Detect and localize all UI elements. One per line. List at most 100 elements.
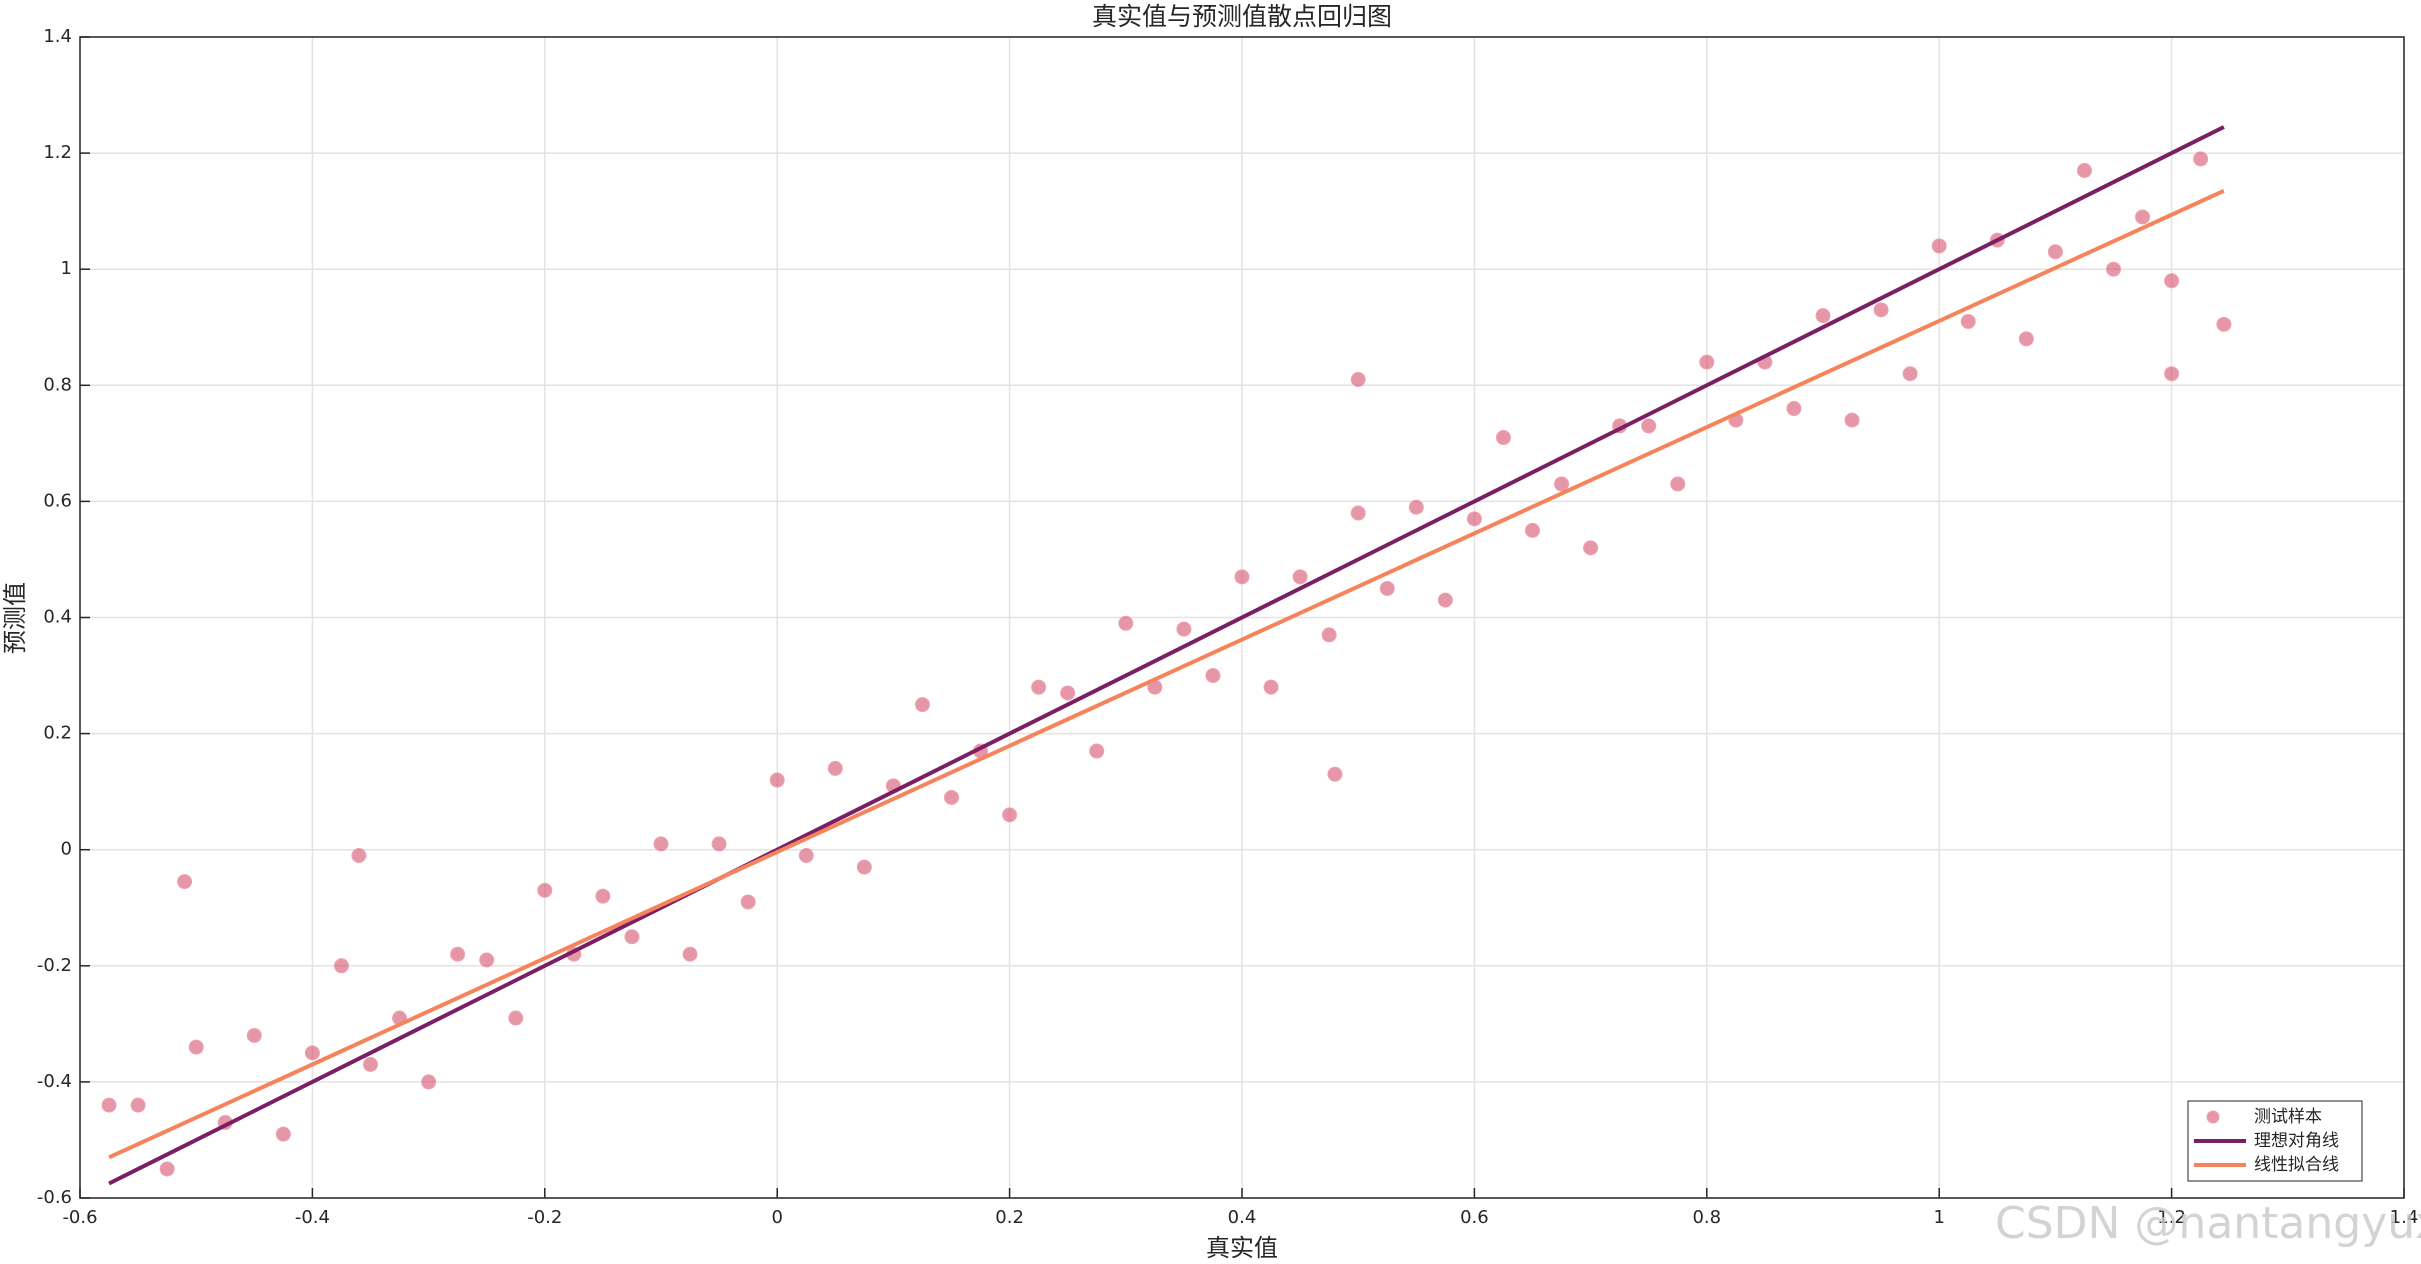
scatter-point [537, 882, 553, 898]
scatter-point [711, 836, 727, 852]
scatter-point [351, 848, 367, 864]
scatter-point [421, 1074, 437, 1090]
scatter-point [479, 952, 495, 968]
y-tick-label: 0.2 [43, 723, 72, 744]
line [108, 125, 2225, 1186]
watermark: CSDN @nantangyuxi [1995, 1198, 2421, 1249]
scatter-point [101, 1097, 117, 1113]
legend-label: 测试样本 [2254, 1107, 2322, 1127]
scatter-point [450, 946, 466, 962]
scatter-point [275, 1126, 291, 1142]
y-tick-label: 1 [61, 258, 72, 279]
scatter-point [1786, 401, 1802, 417]
x-tick-label: 0.2 [995, 1207, 1024, 1228]
scatter-point [2076, 163, 2092, 179]
y-tick-label: -0.2 [37, 955, 72, 976]
scatter-point [1089, 743, 1105, 759]
y-tick-label: 1.2 [43, 142, 72, 163]
scatter-point [2193, 151, 2209, 167]
scatter-point [1321, 627, 1337, 643]
scatter-point [1960, 313, 1976, 329]
legend-label: 线性拟合线 [2254, 1155, 2339, 1175]
scatter-point [1205, 668, 1221, 684]
legend-symbol [2206, 1110, 2220, 1124]
x-tick-label: 1.2 [2157, 1207, 2186, 1228]
scatter-point [177, 874, 193, 890]
y-tick-label: 0 [61, 839, 72, 860]
scatter-point [1670, 476, 1686, 492]
scatter-point [944, 789, 959, 805]
scatter-point [2164, 273, 2180, 289]
x-tick-label: 0 [771, 1207, 782, 1228]
scatter-point [1495, 430, 1511, 446]
scatter-point [1350, 505, 1366, 521]
scatter-point [508, 1010, 524, 1026]
scatter-point [363, 1056, 378, 1072]
scatter-point [1379, 580, 1395, 596]
scatter-point [1583, 540, 1599, 556]
scatter-point [1176, 621, 1192, 637]
scatter-point [1263, 679, 1279, 695]
scatter-point [159, 1161, 175, 1177]
y-tick-label: 0.4 [43, 607, 72, 628]
scatter-point [1031, 679, 1047, 695]
x-tick-label: -0.4 [295, 1207, 330, 1228]
scatter-point [624, 929, 640, 945]
scatter-point [1002, 807, 1018, 823]
scatter-point [827, 760, 843, 776]
scatter-point [2164, 366, 2180, 382]
y-tick-label: 1.4 [43, 26, 72, 47]
scatter-point [1060, 685, 1076, 701]
axes-frame [79, 36, 2405, 1199]
scatter-point [1234, 569, 1250, 585]
scatter-point [1525, 522, 1540, 538]
scatter-point [1350, 371, 1366, 387]
y-tick-label: -0.4 [37, 1071, 72, 1092]
x-tick-label: 1 [1933, 1207, 1944, 1228]
scatter-point [333, 958, 349, 974]
scatter-point [1437, 592, 1453, 608]
scatter-point [1466, 511, 1482, 527]
scatter-point [653, 836, 669, 852]
scatter-point [304, 1045, 320, 1061]
scatter-point [1641, 418, 1657, 434]
x-tick-label: 0.6 [1460, 1207, 1489, 1228]
scatter-point [682, 946, 698, 962]
x-tick-label: -0.2 [527, 1207, 562, 1228]
scatter-point [2047, 244, 2063, 260]
scatter-point [595, 888, 611, 904]
scatter-point [2135, 209, 2151, 225]
scatter-point [130, 1097, 146, 1113]
legend-label: 理想对角线 [2254, 1131, 2339, 1151]
x-tick-label: 0.4 [1228, 1207, 1257, 1228]
scatter-point [1815, 308, 1831, 324]
scatter-point [1844, 412, 1860, 428]
scatter-point [1408, 499, 1424, 515]
chart-title: 真实值与预测值散点回归图 [1092, 2, 1392, 31]
scatter-point [1931, 238, 1947, 254]
scatter-point [2106, 261, 2121, 277]
scatter-point [1292, 569, 1308, 585]
scatter-point [1327, 766, 1343, 782]
x-tick-label: 1.4 [2390, 1207, 2419, 1228]
y-tick-label: -0.6 [37, 1187, 72, 1208]
scatter-point [856, 859, 872, 875]
line [108, 189, 2225, 1160]
scatter-point [798, 848, 814, 864]
y-tick-label: 0.8 [43, 374, 72, 395]
x-axis-label: 真实值 [1206, 1234, 1278, 1262]
scatter-point [914, 697, 930, 713]
scatter-point [1118, 615, 1134, 631]
scatter-point [246, 1027, 262, 1043]
scatter-point [740, 894, 756, 910]
x-tick-label: -0.6 [62, 1207, 97, 1228]
scatter-point [188, 1039, 204, 1055]
scatter-point [2216, 316, 2232, 332]
scatter-point [1873, 302, 1889, 318]
scatter-point [1554, 476, 1570, 492]
scatter-point [1699, 354, 1715, 370]
y-axis-label: 预测值 [1, 582, 29, 654]
scatter-point [1902, 366, 1918, 382]
